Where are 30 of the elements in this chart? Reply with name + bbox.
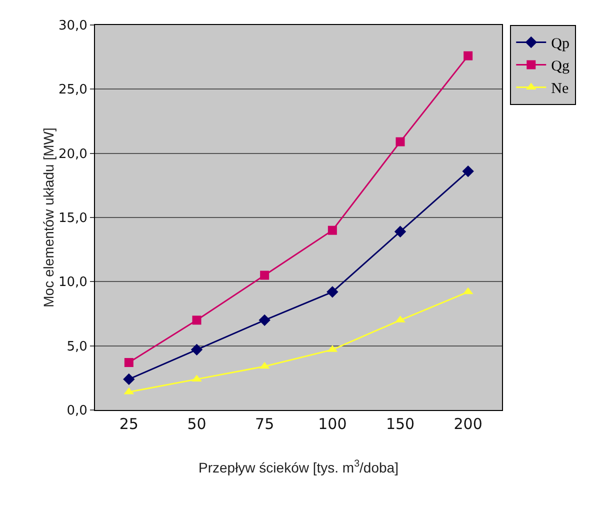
y-tick-label: 5,0 [66,339,88,354]
point [192,316,202,325]
y-tick-label: 30,0 [58,18,88,34]
point [394,226,406,238]
x-tick-label: 150 [386,415,415,433]
y-axis-title: Moc elementów układu [MW] [40,128,56,308]
point [326,286,338,298]
x-axis-title: Przepływ ścieków [tys. m$^{3}$/doba] [198,458,398,476]
x-tick-label: 200 [454,415,482,433]
point [464,51,473,60]
point [258,314,270,326]
y-tick-label: 15,0 [58,211,88,226]
point [328,226,337,235]
legend-label: Ne [551,81,569,98]
point [396,137,405,146]
y-tick-label: 10,0 [58,275,88,290]
point [462,165,474,178]
point [124,358,134,368]
y-tick-label: 0,0 [66,404,88,419]
point [123,373,135,386]
x-tick-label: 50 [187,415,206,433]
x-tick-label: 100 [318,415,347,433]
point [260,270,270,280]
point [190,344,203,356]
legend-label: Qp [551,36,570,52]
y-tick-label: 20,0 [58,146,88,162]
legend-label: Qg [551,58,570,75]
y-tick-label: 25,0 [58,82,88,98]
x-tick-label: 25 [119,415,138,433]
x-tick-label: 75 [255,415,274,433]
